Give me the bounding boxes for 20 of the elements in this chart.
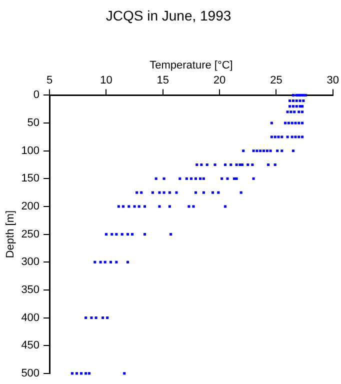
y-tick-label: 150 (21, 172, 40, 185)
x-tick-label: 25 (270, 74, 282, 87)
x-axis-title: Temperature [°C] (150, 59, 233, 72)
y-tick-label: 400 (21, 312, 40, 324)
x-tick-label: 20 (213, 74, 226, 87)
y-axis-title: Depth [m] (4, 210, 17, 258)
y-tick-label: 50 (27, 117, 40, 130)
chart-title: JCQS in June, 1993 (106, 7, 232, 24)
y-tick-label: 250 (21, 228, 40, 240)
y-tick-label: 450 (21, 340, 40, 352)
x-tick-label: 30 (326, 74, 340, 87)
y-tick-label: 300 (21, 256, 40, 268)
y-tick-label: 0 (33, 89, 40, 102)
x-tick-label: 5 (46, 74, 53, 87)
y-tick-label: 350 (21, 284, 40, 296)
x-tick-label: 10 (100, 74, 112, 87)
x-tick-label: 15 (156, 74, 170, 87)
y-tick-label: 500 (21, 367, 40, 380)
y-tick-label: 100 (21, 144, 40, 157)
y-tick-label: 200 (21, 200, 40, 213)
